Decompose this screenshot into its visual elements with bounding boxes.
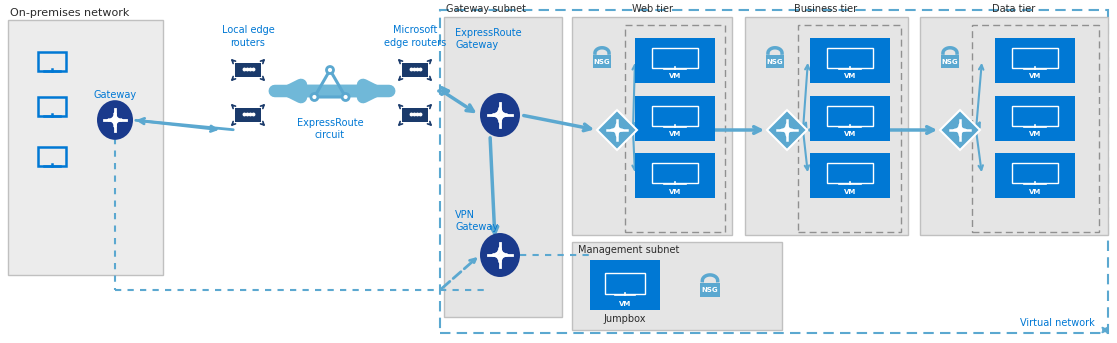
FancyBboxPatch shape (810, 37, 890, 83)
Text: VM: VM (669, 73, 681, 80)
Circle shape (342, 94, 350, 100)
Text: ExpressRoute: ExpressRoute (297, 118, 363, 128)
Text: circuit: circuit (315, 130, 345, 140)
FancyBboxPatch shape (593, 55, 611, 68)
FancyBboxPatch shape (572, 17, 732, 235)
Text: Web tier: Web tier (631, 4, 672, 14)
FancyBboxPatch shape (590, 260, 660, 310)
Text: edge routers: edge routers (384, 38, 446, 48)
Circle shape (311, 94, 318, 100)
Text: Management subnet: Management subnet (577, 245, 679, 255)
Text: NSG: NSG (942, 59, 958, 65)
Text: VM: VM (619, 301, 631, 307)
Text: routers: routers (230, 38, 266, 48)
FancyBboxPatch shape (810, 153, 890, 198)
FancyBboxPatch shape (745, 17, 908, 235)
Text: Gateway: Gateway (455, 222, 498, 232)
Polygon shape (941, 110, 980, 150)
FancyBboxPatch shape (8, 20, 163, 275)
Ellipse shape (480, 233, 521, 277)
FancyBboxPatch shape (920, 17, 1108, 235)
Text: Data tier: Data tier (992, 4, 1035, 14)
FancyBboxPatch shape (634, 95, 715, 141)
FancyBboxPatch shape (572, 242, 782, 330)
Text: Local edge: Local edge (221, 25, 275, 35)
Polygon shape (596, 110, 637, 150)
Text: Jumpbox: Jumpbox (604, 314, 647, 324)
Text: Gateway: Gateway (94, 90, 136, 100)
FancyBboxPatch shape (995, 95, 1075, 141)
Text: Gateway subnet: Gateway subnet (446, 4, 526, 14)
Text: Microsoft: Microsoft (393, 25, 437, 35)
Ellipse shape (97, 100, 133, 140)
Text: Gateway: Gateway (455, 40, 498, 50)
Text: VPN: VPN (455, 210, 475, 220)
FancyBboxPatch shape (995, 37, 1075, 83)
Polygon shape (767, 110, 806, 150)
Ellipse shape (480, 93, 521, 137)
Circle shape (326, 67, 334, 73)
FancyBboxPatch shape (941, 55, 960, 68)
Text: Virtual network: Virtual network (1020, 318, 1095, 328)
Text: VM: VM (843, 131, 856, 138)
Text: VM: VM (669, 131, 681, 138)
FancyBboxPatch shape (402, 108, 428, 122)
FancyBboxPatch shape (766, 55, 784, 68)
Text: VM: VM (1029, 131, 1041, 138)
Text: NSG: NSG (766, 59, 783, 65)
Text: VM: VM (843, 73, 856, 80)
Text: VM: VM (1029, 73, 1041, 80)
FancyBboxPatch shape (700, 283, 720, 297)
Text: VM: VM (669, 189, 681, 194)
FancyBboxPatch shape (634, 153, 715, 198)
Text: VM: VM (843, 189, 856, 194)
FancyBboxPatch shape (235, 63, 261, 77)
FancyBboxPatch shape (810, 95, 890, 141)
Text: On-premises network: On-premises network (10, 8, 130, 18)
FancyBboxPatch shape (402, 63, 428, 77)
FancyBboxPatch shape (634, 37, 715, 83)
Text: Business tier: Business tier (794, 4, 858, 14)
Text: NSG: NSG (701, 287, 718, 293)
Text: VM: VM (1029, 189, 1041, 194)
FancyBboxPatch shape (443, 17, 562, 317)
Text: ExpressRoute: ExpressRoute (455, 28, 522, 38)
FancyBboxPatch shape (995, 153, 1075, 198)
FancyBboxPatch shape (235, 108, 261, 122)
Text: NSG: NSG (594, 59, 610, 65)
